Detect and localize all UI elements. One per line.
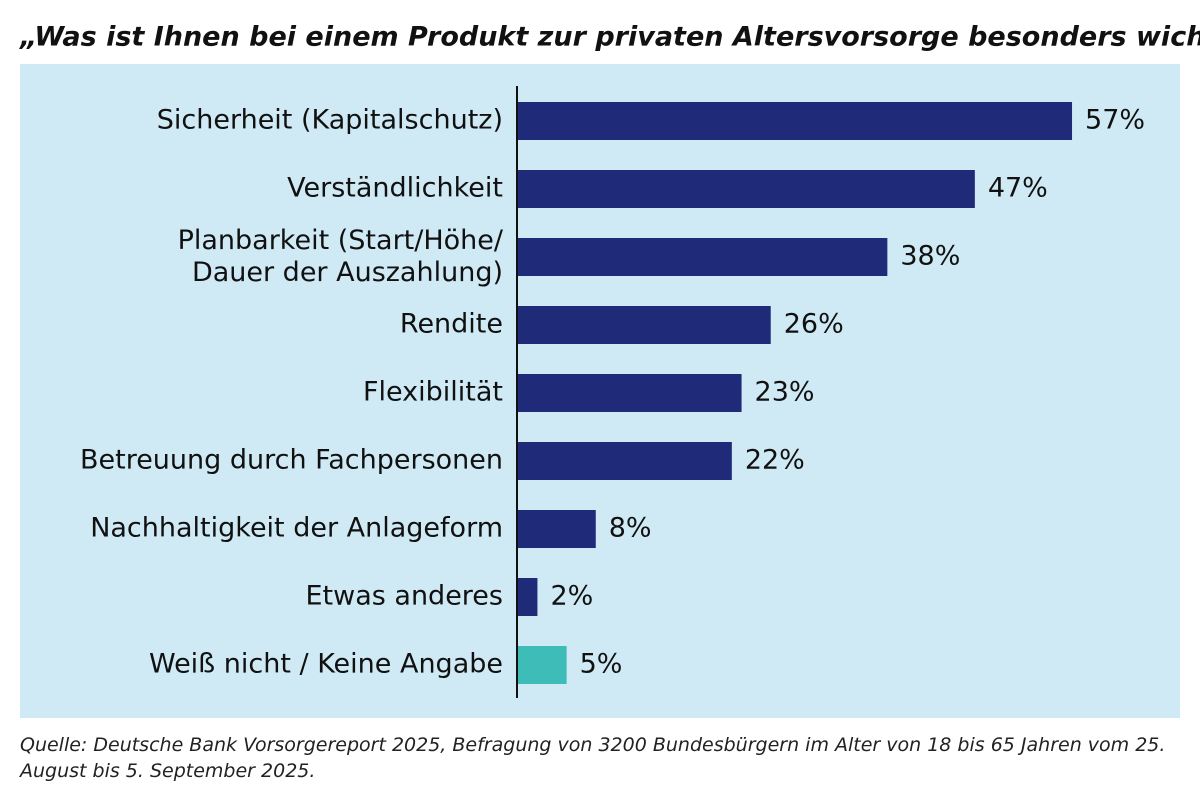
category-label: Planbarkeit (Start/Höhe/Dauer der Auszah… xyxy=(178,225,504,288)
chart: „Was ist Ihnen bei einem Produkt zur pri… xyxy=(19,22,1200,718)
bar xyxy=(518,646,567,684)
bar xyxy=(518,442,732,480)
value-label: 8% xyxy=(609,513,652,544)
category-label: Rendite xyxy=(400,309,503,340)
value-label: 23% xyxy=(755,377,815,408)
bar xyxy=(518,306,771,344)
value-label: 2% xyxy=(550,581,593,612)
category-label: Nachhaltigkeit der Anlageform xyxy=(90,513,503,544)
category-label: Etwas anderes xyxy=(305,581,503,612)
bar xyxy=(518,510,596,548)
chart-title: „Was ist Ihnen bei einem Produkt zur pri… xyxy=(19,22,1200,53)
category-label: Verständlichkeit xyxy=(287,173,503,204)
value-label: 38% xyxy=(900,241,960,272)
bar xyxy=(518,102,1073,140)
bar xyxy=(518,170,975,208)
value-label: 26% xyxy=(784,309,844,340)
source-note: Quelle: Deutsche Bank Vorsorgereport 202… xyxy=(20,734,1166,782)
category-label: Betreuung durch Fachpersonen xyxy=(80,445,503,476)
category-label: Flexibilität xyxy=(363,377,503,408)
value-label: 22% xyxy=(745,445,805,476)
value-label: 5% xyxy=(580,649,623,680)
bar xyxy=(518,374,742,412)
value-label: 47% xyxy=(988,173,1048,204)
bar xyxy=(518,238,888,276)
value-label: 57% xyxy=(1085,105,1145,136)
category-label: Sicherheit (Kapitalschutz) xyxy=(157,105,503,136)
bar xyxy=(518,578,538,616)
category-label: Weiß nicht / Keine Angabe xyxy=(149,649,503,680)
